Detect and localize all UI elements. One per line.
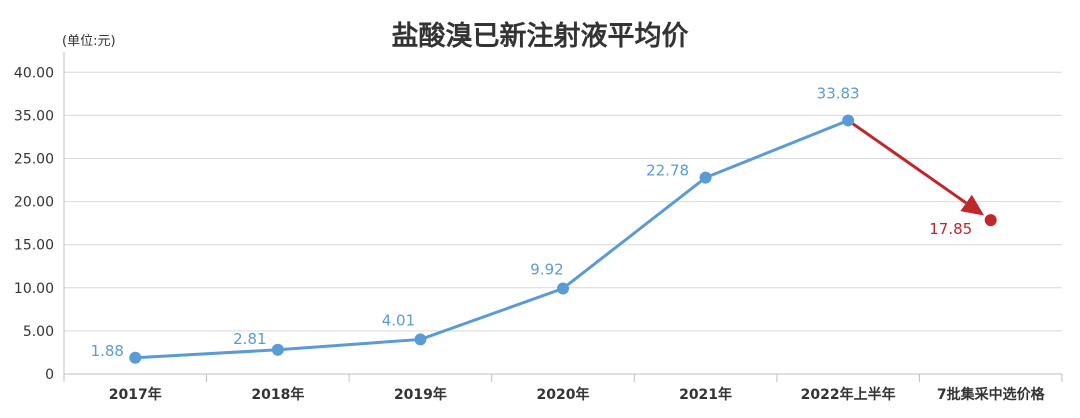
data-label: 1.88 <box>91 342 124 360</box>
y-tick-label: 0 <box>45 367 54 383</box>
x-tick-label: 2021年 <box>679 386 732 403</box>
x-axis: 2017年 2018年 2019年 2020年 2021年 2022年上半年 7批集采中选价… <box>63 52 1063 403</box>
data-label: 17.85 <box>929 220 972 238</box>
data-label: 33.83 <box>817 84 860 102</box>
data-point <box>129 351 142 364</box>
data-labels: 1.88 2.81 4.01 9.92 22.78 33.83 17.85 <box>91 84 973 359</box>
y-tick-label: 40.00 <box>14 65 54 81</box>
series-lines <box>135 119 985 360</box>
data-point <box>271 343 284 356</box>
y-tick-label: 25.00 <box>14 152 54 168</box>
trend-arrow-head <box>960 194 985 216</box>
data-point <box>842 114 855 127</box>
series-line <box>135 119 849 360</box>
y-axis-ticks: 0 5.00 10.00 15.00 20.00 25.00 35.00 40.00 <box>14 65 54 383</box>
y-tick-label: 10.00 <box>14 281 54 297</box>
trend-arrow-line <box>847 119 967 205</box>
unit-label: (单位:元) <box>62 34 116 49</box>
data-label: 22.78 <box>646 162 689 180</box>
data-label: 4.01 <box>382 311 415 329</box>
y-tick-label: 20.00 <box>14 195 54 211</box>
data-points <box>129 114 997 364</box>
y-tick-label: 5.00 <box>23 324 54 340</box>
data-point <box>699 171 712 184</box>
data-point <box>557 282 569 295</box>
data-point <box>414 333 427 346</box>
data-label: 2.81 <box>233 330 266 348</box>
x-tick-label: 2022年上半年 <box>801 386 896 403</box>
data-label: 9.92 <box>530 260 563 278</box>
x-tick-label: 2019年 <box>394 386 447 403</box>
x-tick-label: 2017年 <box>109 386 162 403</box>
data-point-highlight <box>984 214 997 227</box>
y-tick-label: 15.00 <box>14 238 54 254</box>
x-tick-label: 7批集采中选价格 <box>937 386 1046 403</box>
x-tick-label: 2020年 <box>537 386 590 403</box>
y-tick-label: 35.00 <box>14 108 54 124</box>
chart-title: 盐酸溴已新注射液平均价 <box>391 21 689 52</box>
x-tick-label: 2018年 <box>251 386 304 403</box>
